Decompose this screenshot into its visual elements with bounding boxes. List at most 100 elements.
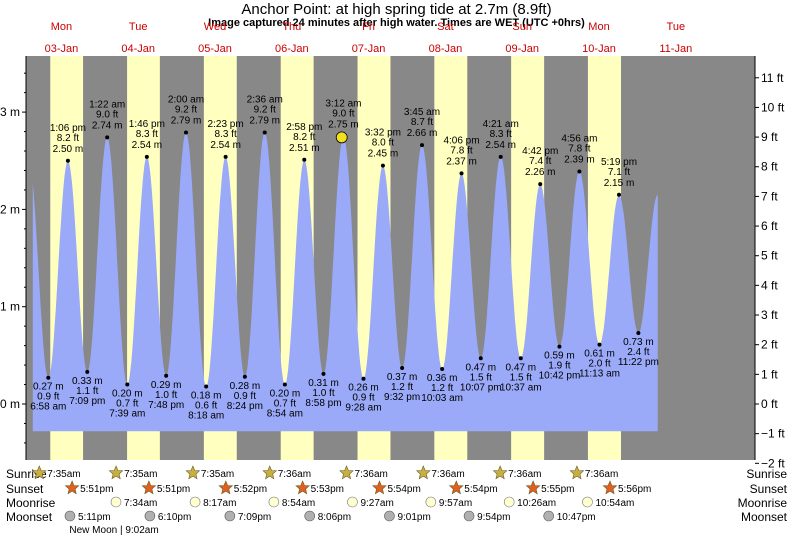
- row-label-moonset-left: Moonset: [6, 510, 53, 524]
- tide-time-label: 2:00 am: [168, 95, 204, 106]
- sunset-star-icon: [372, 480, 387, 495]
- sunrise-star-icon: [31, 465, 47, 480]
- tide-point: [400, 365, 405, 370]
- moonset-time: 9:54pm: [477, 512, 510, 523]
- tide-point: [597, 342, 602, 347]
- left-axis-tick-label: 2 m: [0, 202, 20, 216]
- tide-time-label: 10:37 am: [500, 382, 542, 393]
- row-label-sunset-right: Sunset: [750, 482, 788, 496]
- tide-point: [459, 171, 464, 176]
- day-date: 10-Jan: [582, 43, 616, 55]
- day-date: 05-Jan: [198, 43, 232, 55]
- sunset-star-icon: [295, 480, 311, 495]
- tide-ft-label: 0.9 ft: [234, 391, 256, 402]
- tide-point: [302, 157, 307, 162]
- sunset-star-icon: [64, 480, 80, 495]
- day-name: Tue: [667, 21, 686, 33]
- tide-point: [282, 382, 287, 387]
- tide-time-label: 5:19 pm: [601, 157, 637, 168]
- tide-ft-label: 0.6 ft: [195, 400, 217, 411]
- moonrise-icon: [110, 496, 122, 508]
- moonset-icon: [64, 510, 76, 522]
- moonrise-time: 9:57am: [439, 498, 472, 509]
- left-axis-tick-label: 1 m: [0, 300, 20, 314]
- tide-m-label: 2.74 m: [92, 120, 123, 131]
- moonset-icon: [144, 510, 156, 522]
- day-date: 07-Jan: [352, 43, 386, 55]
- tide-point: [46, 375, 51, 380]
- tide-point: [65, 158, 70, 163]
- tide-time-label: 11:22 pm: [618, 357, 659, 368]
- tide-m-label: 2.51 m: [289, 143, 320, 154]
- tide-time-label: 10:03 am: [421, 393, 463, 404]
- day-date: 06-Jan: [275, 43, 309, 55]
- sunrise-star-icon: [108, 465, 124, 480]
- moonrise-time: 7:34am: [124, 498, 157, 509]
- tide-m-label: 0.20 m: [270, 389, 301, 400]
- day-name: Mon: [51, 21, 72, 33]
- tide-point: [498, 154, 503, 159]
- tide-m-label: 2.45 m: [368, 149, 399, 160]
- tide-ft-label: 0.9 ft: [37, 392, 59, 403]
- tide-point: [85, 369, 90, 374]
- sunset-time: 5:52pm: [234, 484, 267, 495]
- tide-time-label: 4:06 pm: [443, 135, 479, 146]
- moonrise-icon: [189, 496, 201, 508]
- moonrise-time: 9:27am: [360, 498, 393, 509]
- tide-ft-label: 0.7 ft: [274, 399, 296, 410]
- sunrise-time: 7:35am: [47, 469, 80, 480]
- tide-time-label: 1:46 pm: [129, 119, 165, 130]
- tide-ft-label: 9.2 ft: [254, 105, 276, 116]
- tide-ft-label: 8.2 ft: [57, 133, 79, 144]
- tide-ft-label: 1.9 ft: [548, 361, 570, 372]
- sunset-time: 5:55pm: [541, 484, 574, 495]
- tide-ft-label: 1.2 ft: [391, 382, 413, 393]
- sunrise-star-icon: [569, 465, 585, 480]
- tide-time-label: 4:21 am: [483, 119, 519, 130]
- tide-time-label: 7:39 am: [109, 409, 145, 420]
- tide-ft-label: 7.8 ft: [450, 145, 472, 156]
- tide-m-label: 2.66 m: [407, 128, 438, 139]
- tide-time-label: 7:48 pm: [148, 400, 184, 411]
- tide-time-label: 9:28 am: [345, 403, 381, 414]
- tide-time-label: 9:32 pm: [384, 392, 420, 403]
- tide-time-label: 1:06 pm: [50, 123, 86, 134]
- right-axis-tick-label: 8 ft: [761, 160, 778, 174]
- tide-time-label: 1:22 am: [89, 99, 125, 110]
- moonrise-icon: [503, 496, 515, 508]
- tide-point: [144, 154, 149, 159]
- tide-m-label: 0.31 m: [308, 378, 339, 389]
- tide-point: [223, 154, 228, 159]
- sunrise-star-icon: [262, 465, 278, 480]
- sunset-time: 5:56pm: [618, 484, 651, 495]
- tide-m-label: 2.54 m: [210, 140, 241, 151]
- right-axis-tick-label: 0 ft: [761, 397, 778, 411]
- tide-point: [125, 382, 130, 387]
- tide-m-label: 0.47 m: [465, 362, 496, 373]
- tide-point: [105, 135, 110, 140]
- tide-point: [183, 130, 188, 135]
- row-label-moonset-right: Moonset: [741, 510, 788, 524]
- tide-time-label: 3:32 pm: [365, 128, 401, 139]
- tide-time-label: 10:07 pm: [460, 382, 502, 393]
- day-name: Mon: [588, 21, 609, 33]
- tide-ft-label: 8.3 ft: [490, 129, 512, 140]
- tide-ft-label: 9.0 ft: [332, 108, 354, 119]
- tide-time-label: 2:36 am: [247, 95, 283, 106]
- tide-point: [617, 192, 622, 197]
- right-axis-tick-label: −1 ft: [761, 427, 785, 441]
- tide-point: [440, 366, 445, 371]
- day-date: 09-Jan: [505, 43, 539, 55]
- right-axis-tick-label: 10 ft: [761, 100, 785, 114]
- tide-ft-label: 1.0 ft: [155, 390, 177, 401]
- tide-m-label: 0.27 m: [33, 382, 64, 393]
- sunset-time: 5:51pm: [80, 484, 113, 495]
- sunrise-time: 7:36am: [278, 469, 311, 480]
- moonset-time: 10:47pm: [557, 512, 596, 523]
- tide-point: [262, 130, 267, 135]
- tide-time-label: 2:23 pm: [208, 119, 244, 130]
- tide-time-label: 11:13 am: [579, 369, 620, 380]
- tide-m-label: 0.47 m: [505, 362, 536, 373]
- tide-m-label: 2.39 m: [564, 154, 595, 165]
